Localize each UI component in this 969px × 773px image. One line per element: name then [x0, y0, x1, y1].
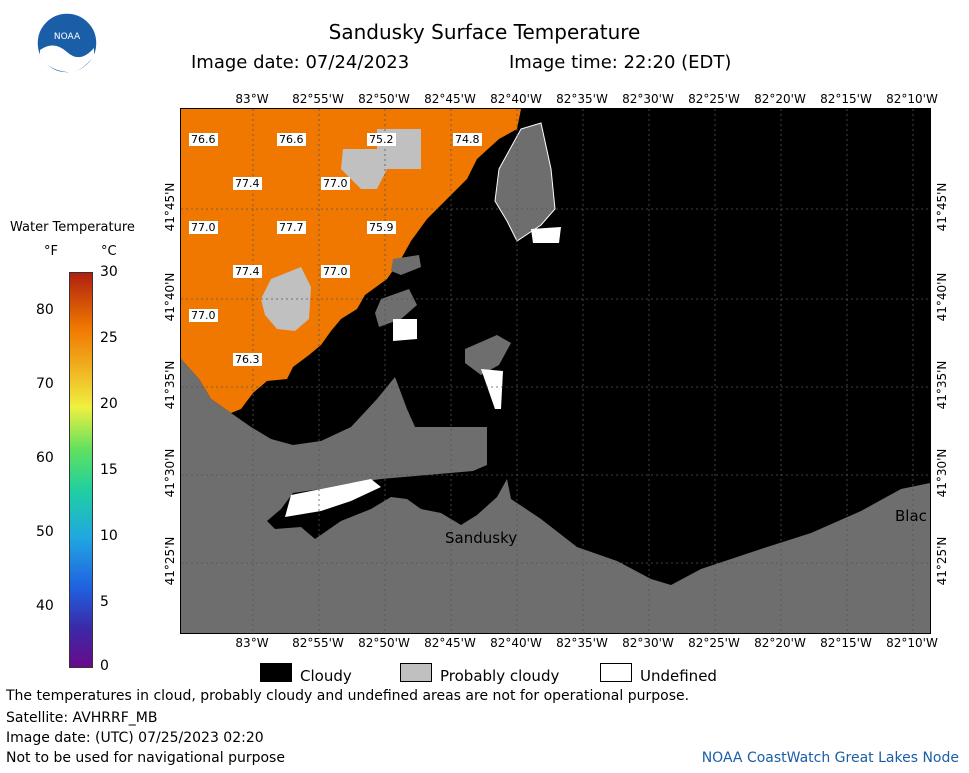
place-sandusky: Sandusky	[445, 529, 517, 547]
latitude-label: 41°35'N	[935, 360, 949, 410]
temperature-label: 77.4	[233, 265, 262, 278]
colorbar-f-tick: 50	[36, 524, 54, 540]
temperature-label: 74.8	[453, 133, 482, 146]
unit-c: °C	[101, 244, 117, 259]
longitude-label: 82°10'W	[886, 636, 938, 650]
colorbar-c-tick: 0	[100, 658, 109, 674]
island-2	[375, 289, 417, 327]
noaa-logo: NOAA	[36, 12, 98, 74]
longitude-label: 82°25'W	[688, 636, 740, 650]
longitude-label: 82°55'W	[292, 636, 344, 650]
temperature-label: 75.9	[367, 221, 396, 234]
latitude-label: 41°30'N	[163, 448, 177, 498]
longitude-label: 82°35'W	[556, 636, 608, 650]
longitude-label: 82°20'W	[754, 636, 806, 650]
latitude-label: 41°30'N	[935, 448, 949, 498]
longitude-label: 82°20'W	[754, 92, 806, 106]
longitude-label: 82°40'W	[490, 92, 542, 106]
graticule	[181, 109, 930, 633]
latitude-label: 41°25'N	[163, 536, 177, 586]
land-region	[181, 359, 930, 633]
legend-probably-cloudy: Probably cloudy	[440, 667, 560, 685]
colorbar	[69, 272, 93, 668]
temperature-label: 76.6	[189, 133, 218, 146]
latitude-label: 41°25'N	[935, 536, 949, 586]
colorbar-c-tick: 15	[100, 462, 118, 478]
map: Sandusky Blac 76.6 76.6 75.2 74.8 77.4 77.0 77…	[180, 108, 931, 634]
colorbar-f-tick: 80	[36, 302, 54, 318]
colorbar-c-tick: 20	[100, 396, 118, 412]
undefined-region	[285, 479, 381, 517]
longitude-label: 82°55'W	[292, 92, 344, 106]
longitude-label: 83°W	[235, 92, 269, 106]
colorbar-c-tick: 25	[100, 330, 118, 346]
legend-swatch-probably-cloudy	[400, 663, 432, 682]
temperature-label: 77.4	[233, 177, 262, 190]
footer-credit: NOAA CoastWatch Great Lakes Node	[701, 750, 959, 766]
unit-f: °F	[44, 244, 58, 259]
probably-cloudy-region	[341, 129, 421, 189]
longitude-label: 82°15'W	[820, 636, 872, 650]
temperature-label: 77.0	[321, 265, 350, 278]
colorbar-c-tick: 5	[100, 594, 109, 610]
legend-swatch-undefined	[600, 663, 632, 682]
longitude-label: 82°50'W	[358, 636, 410, 650]
longitude-label: 82°30'W	[622, 92, 674, 106]
temperature-label: 77.0	[321, 177, 350, 190]
footer-utc-date: Image date: (UTC) 07/25/2023 02:20	[6, 730, 264, 746]
latitude-label: 41°45'N	[935, 182, 949, 232]
longitude-label: 83°W	[235, 636, 269, 650]
latitude-label: 41°40'N	[163, 272, 177, 322]
place-blac: Blac	[895, 507, 927, 525]
latitude-label: 41°35'N	[163, 360, 177, 410]
temperature-label: 76.3	[233, 353, 262, 366]
island-3	[465, 335, 511, 375]
temperature-label: 75.2	[367, 133, 396, 146]
legend-swatch-cloudy	[260, 663, 292, 682]
longitude-label: 82°50'W	[358, 92, 410, 106]
colorbar-f-tick: 60	[36, 450, 54, 466]
longitude-label: 82°10'W	[886, 92, 938, 106]
legend-undefined: Undefined	[640, 667, 717, 685]
temperature-label: 77.7	[277, 221, 306, 234]
longitude-label: 82°30'W	[622, 636, 674, 650]
footer-nav: Not to be used for navigational purpose	[6, 750, 285, 766]
water-region	[181, 109, 521, 413]
legend-cloudy: Cloudy	[300, 667, 352, 685]
footer-note: The temperatures in cloud, probably clou…	[6, 688, 690, 704]
colorbar-c-tick: 10	[100, 528, 118, 544]
footer-satellite: Satellite: AVHRRF_MB	[6, 710, 158, 726]
colorbar-f-tick: 40	[36, 598, 54, 614]
island-4	[391, 255, 421, 275]
image-time: Image time: 22:20 (EDT)	[509, 52, 732, 73]
longitude-label: 82°15'W	[820, 92, 872, 106]
undefined-region-4	[531, 227, 561, 243]
undefined-region-3	[481, 369, 503, 409]
latitude-label: 41°40'N	[935, 272, 949, 322]
colorbar-title: Water Temperature	[10, 220, 135, 235]
longitude-label: 82°25'W	[688, 92, 740, 106]
temperature-label: 76.6	[277, 133, 306, 146]
temperature-label: 77.0	[189, 309, 218, 322]
page-title: Sandusky Surface Temperature	[328, 20, 641, 44]
longitude-label: 82°45'W	[424, 636, 476, 650]
latitude-label: 41°45'N	[163, 182, 177, 232]
colorbar-c-tick: 30	[100, 264, 118, 280]
undefined-region-2	[393, 319, 417, 341]
image-date: Image date: 07/24/2023	[191, 52, 410, 73]
longitude-label: 82°45'W	[424, 92, 476, 106]
longitude-label: 82°35'W	[556, 92, 608, 106]
longitude-label: 82°40'W	[490, 636, 542, 650]
colorbar-f-tick: 70	[36, 376, 54, 392]
temperature-label: 77.0	[189, 221, 218, 234]
logo-text: NOAA	[54, 32, 81, 42]
island	[494, 122, 556, 242]
